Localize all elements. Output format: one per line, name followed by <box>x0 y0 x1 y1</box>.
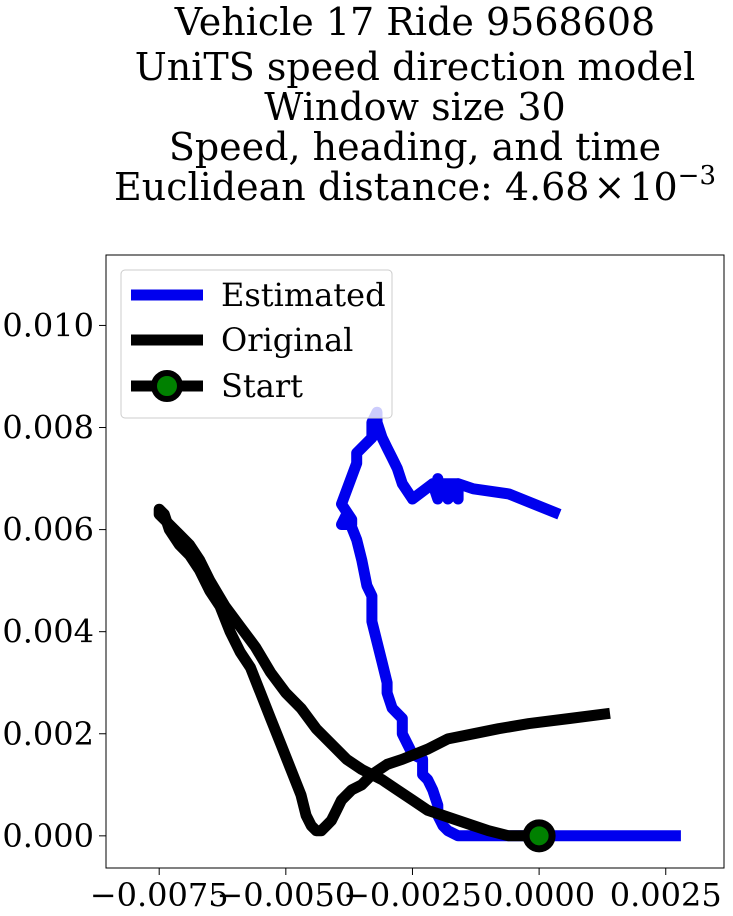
y-tick-label: 0.006 <box>2 511 94 549</box>
y-tick-label: 0.004 <box>2 613 94 651</box>
y-tick-label: 0.000 <box>2 817 94 855</box>
title-line-3: Window size 30 <box>264 85 565 129</box>
x-tick-label: −0.0025 <box>343 876 482 914</box>
title-line-1: Vehicle 17 Ride 9568608 <box>174 0 655 44</box>
title-metric-exponent: −3 <box>678 161 716 191</box>
x-tick-label: −0.0075 <box>90 876 229 914</box>
start-marker <box>522 819 556 853</box>
title-metric-mantissa: 4.68 <box>505 165 590 209</box>
chart-title: Vehicle 17 Ride 9568608 UniTS speed dire… <box>114 0 716 209</box>
marker-layer <box>522 819 556 853</box>
legend-label-estimated: Estimated <box>221 276 386 314</box>
x-tick-label: 0.0025 <box>610 876 722 914</box>
series-layer <box>153 406 681 842</box>
x-axis: −0.0075−0.0050−0.0025 0.0000 0.0025 <box>90 868 722 914</box>
y-tick-label: 0.008 <box>2 409 94 447</box>
y-axis: 0.000 0.002 0.004 0.006 0.008 0.010 <box>2 306 106 855</box>
legend-marker-start <box>151 370 183 402</box>
title-line-4: Speed, heading, and time <box>169 125 661 169</box>
x-tick-label: −0.0050 <box>216 876 355 914</box>
legend: Estimated Original Start <box>120 269 393 419</box>
title-line-2: UniTS speed direction model <box>135 45 695 89</box>
title-line-5: Euclidean distance: 4.68 × 10−3 <box>114 161 716 209</box>
title-metric-times: × <box>593 165 625 209</box>
series-original-line <box>153 503 611 842</box>
legend-label-original: Original <box>221 321 353 359</box>
y-tick-label: 0.002 <box>2 715 94 753</box>
title-metric-base: 10 <box>629 165 677 209</box>
x-tick-label: 0.0000 <box>483 876 595 914</box>
legend-label-start: Start <box>221 367 303 405</box>
title-metric-prefix: Euclidean distance: <box>114 165 505 209</box>
y-tick-label: 0.010 <box>2 306 94 344</box>
